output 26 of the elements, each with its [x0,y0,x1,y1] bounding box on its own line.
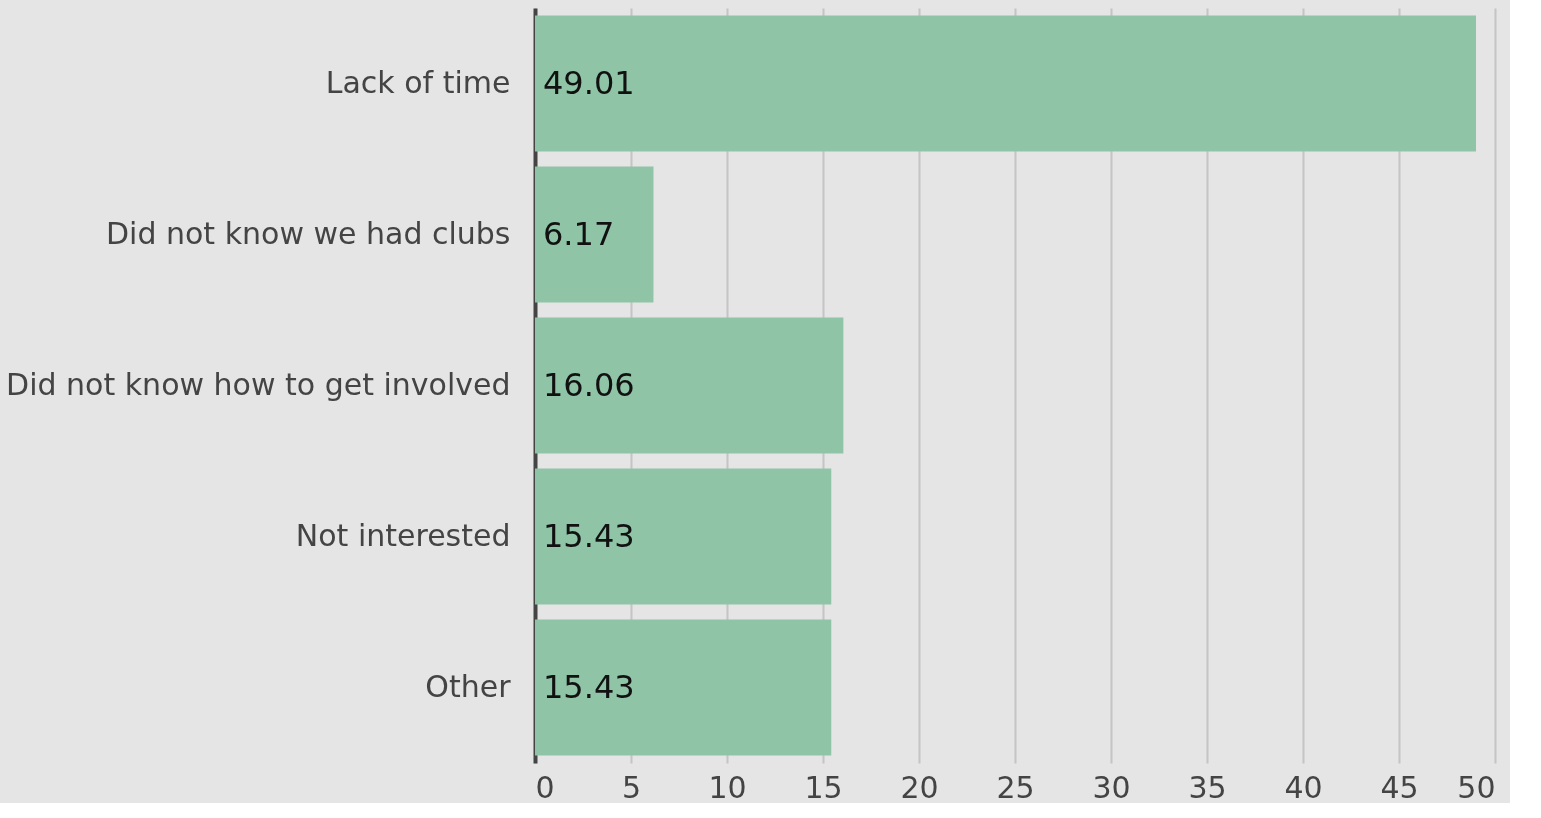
y-tick-label: Did not know how to get involved [6,366,511,402]
x-tick-label: 45 [1380,769,1419,805]
data-label: 15.43 [543,516,635,555]
bar [535,468,832,605]
data-label: 16.06 [543,365,635,404]
x-tick-label: 40 [1284,769,1323,805]
y-tick-label: Other [425,668,512,704]
bar [535,15,1476,152]
bar [535,166,654,303]
x-tick-label: 25 [996,769,1035,805]
y-tick-label: Not interested [295,517,511,553]
bar [535,619,832,756]
x-tick-label: 20 [900,769,939,805]
bar [535,317,844,454]
data-label: 15.43 [543,667,635,706]
x-tick-label: 30 [1092,769,1131,805]
x-tick-label: 50 [1457,769,1496,805]
y-tick-label: Did not know we had clubs [105,215,511,251]
x-tick-label: 0 [535,769,555,805]
x-tick-label: 15 [804,769,843,805]
data-label: 49.01 [543,63,635,102]
x-tick-label: 10 [708,769,747,805]
x-tick-label: 35 [1188,769,1227,805]
data-label: 6.17 [543,214,615,253]
y-tick-label: Lack of time [325,64,511,100]
x-tick-label: 5 [621,769,642,805]
